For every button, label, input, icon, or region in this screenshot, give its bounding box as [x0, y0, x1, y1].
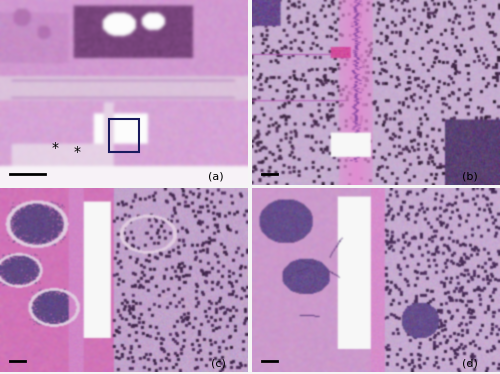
Text: (d): (d)	[462, 358, 478, 368]
Text: (c): (c)	[211, 358, 226, 368]
Text: *: *	[51, 141, 58, 156]
Text: *: *	[74, 145, 80, 159]
Text: (b): (b)	[462, 171, 478, 181]
Bar	[109, 119, 139, 152]
Text: (a): (a)	[208, 171, 224, 181]
